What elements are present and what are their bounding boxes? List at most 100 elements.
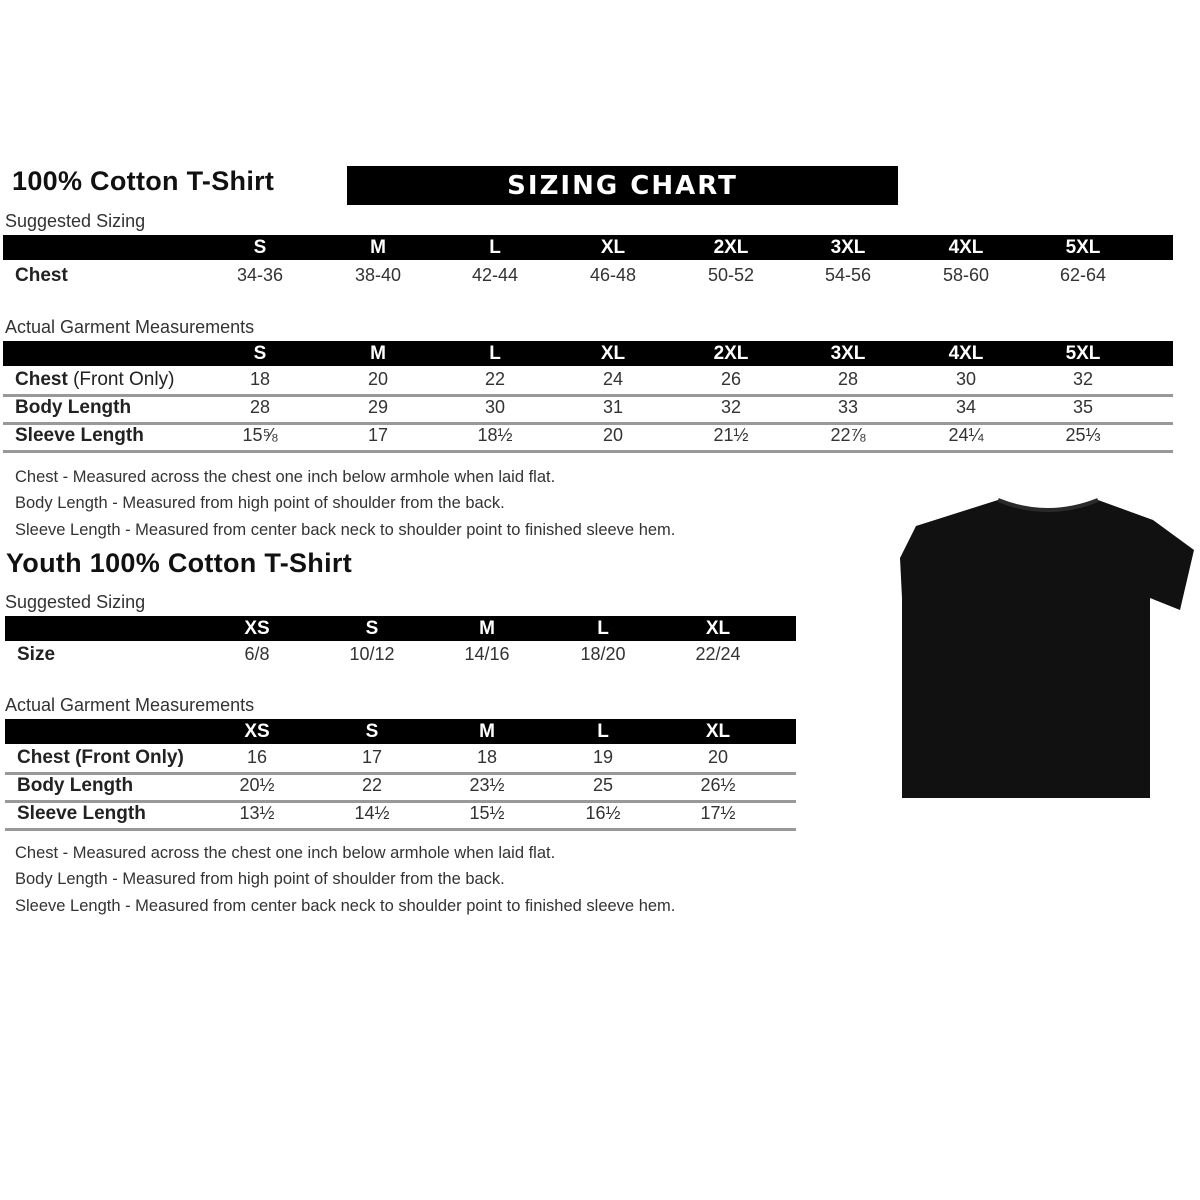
table-cell: 58-60 (942, 265, 990, 285)
adult-note-chest: Chest - Measured across the chest one in… (15, 468, 556, 486)
table-cell: 20½ (239, 775, 275, 795)
row-label-text: Chest (15, 265, 68, 286)
tshirt-icon (900, 498, 1194, 798)
table-row: Chest (Front Only) 18 20 22 24 26 28 30 32 (3, 366, 1173, 397)
row-label-text: Chest (15, 369, 68, 390)
table-cell: 30 (955, 369, 977, 389)
row-label-text: Sleeve Length (15, 425, 144, 446)
table-cell: 62-64 (1059, 265, 1107, 285)
table-cell: 30 (484, 397, 506, 417)
size-header-2xl: 2XL (713, 343, 749, 364)
tshirt-body (900, 500, 1194, 798)
size-header-4xl: 4XL (948, 237, 984, 258)
table-cell: 18½ (477, 425, 513, 445)
table-cell: 6/8 (244, 644, 270, 664)
row-label: Body Length (15, 397, 131, 419)
table-row: Sleeve Length 13½ 14½ 15½ 16½ 17½ (5, 800, 796, 831)
row-label: Chest (Front Only) (17, 747, 184, 769)
youth-suggested-header: XS S M L XL (5, 616, 796, 641)
table-cell: 32 (720, 397, 742, 417)
table-cell: 10/12 (349, 644, 395, 664)
size-header-s: S (365, 618, 379, 639)
table-cell: 42-44 (471, 265, 519, 285)
size-header-3xl: 3XL (830, 237, 866, 258)
table-cell: 17½ (700, 803, 736, 823)
size-header-xs: XS (244, 618, 270, 639)
size-header-m: M (479, 721, 495, 742)
table-cell: 54-56 (824, 265, 872, 285)
table-cell: 38-40 (354, 265, 402, 285)
size-header-xl: XL (600, 343, 626, 364)
table-cell: 26½ (700, 775, 736, 795)
size-header-xs: XS (244, 721, 270, 742)
youth-note-body: Body Length - Measured from high point o… (15, 870, 505, 888)
size-header-s: S (253, 343, 267, 364)
youth-suggested-label: Suggested Sizing (5, 592, 146, 612)
adult-actual-header: S M L XL 2XL 3XL 4XL 5XL (3, 341, 1173, 366)
table-row: Body Length 28 29 30 31 32 33 34 35 (3, 394, 1173, 425)
size-header-4xl: 4XL (948, 343, 984, 364)
table-cell: 35 (1072, 397, 1094, 417)
size-header-xl: XL (600, 237, 626, 258)
table-cell: 29 (367, 397, 389, 417)
table-cell: 25⅓ (1065, 425, 1101, 445)
table-cell: 13½ (239, 803, 275, 823)
table-cell: 26 (720, 369, 742, 389)
row-label: Size (17, 644, 55, 666)
size-header-l: L (597, 721, 609, 742)
table-cell: 17 (361, 747, 383, 767)
table-cell: 34-36 (236, 265, 284, 285)
size-header-m: M (370, 343, 386, 364)
size-header-5xl: 5XL (1065, 343, 1101, 364)
table-cell: 18/20 (580, 644, 626, 664)
table-cell: 21½ (713, 425, 749, 445)
size-header-2xl: 2XL (713, 237, 749, 258)
row-label-text: Chest (Front Only) (17, 747, 184, 768)
table-cell: 20 (707, 747, 729, 767)
row-label-text: Sleeve Length (17, 803, 146, 824)
size-header-s: S (365, 721, 379, 742)
size-header-m: M (479, 618, 495, 639)
adult-title: 100% Cotton T-Shirt (12, 166, 275, 196)
table-cell: 16 (246, 747, 268, 767)
table-cell: 20 (367, 369, 389, 389)
table-row: Chest (Front Only) 16 17 18 19 20 (5, 744, 796, 775)
size-header-s: S (253, 237, 267, 258)
adult-actual-label: Actual Garment Measurements (5, 317, 255, 337)
table-cell: 20 (602, 425, 624, 445)
table-row: Chest 34-36 38-40 42-44 46-48 50-52 54-56 58-60… (3, 262, 1173, 290)
row-label: Body Length (17, 775, 133, 797)
table-cell: 50-52 (707, 265, 755, 285)
size-header-l: L (597, 618, 609, 639)
table-cell: 19 (592, 747, 614, 767)
adult-suggested-label: Suggested Sizing (5, 211, 146, 231)
adult-note-body: Body Length - Measured from high point o… (15, 494, 505, 512)
table-cell: 14/16 (464, 644, 510, 664)
table-cell: 15½ (469, 803, 505, 823)
row-label: Chest (Front Only) (15, 369, 174, 391)
table-cell: 22 (484, 369, 506, 389)
table-cell: 25 (592, 775, 614, 795)
size-header-5xl: 5XL (1065, 237, 1101, 258)
row-label-text: Size (17, 644, 56, 665)
table-cell: 33 (837, 397, 859, 417)
size-header-l: L (489, 343, 501, 364)
table-cell: 22/24 (695, 644, 741, 664)
size-header-3xl: 3XL (830, 343, 866, 364)
table-cell: 14½ (354, 803, 390, 823)
youth-title: Youth 100% Cotton T-Shirt (6, 548, 352, 578)
youth-actual-label: Actual Garment Measurements (5, 695, 255, 715)
youth-note-chest: Chest - Measured across the chest one in… (15, 844, 556, 862)
table-cell: 24 (602, 369, 624, 389)
sizing-chart-banner: SIZING CHART (347, 166, 898, 205)
table-cell: 22⅞ (830, 425, 866, 445)
table-row: Sleeve Length 15⅝ 17 18½ 20 21½ 22⅞ 24¼ 25⅓ (3, 422, 1173, 453)
table-cell: 17 (367, 425, 389, 445)
table-row: Size 6/8 10/12 14/16 18/20 22/24 (5, 641, 796, 669)
row-label: Sleeve Length (17, 803, 146, 825)
table-cell: 16½ (585, 803, 621, 823)
youth-note-sleeve: Sleeve Length - Measured from center bac… (15, 897, 676, 915)
table-cell: 22 (361, 775, 383, 795)
row-label: Sleeve Length (15, 425, 144, 447)
adult-suggested-header: S M L XL 2XL 3XL 4XL 5XL (3, 235, 1173, 260)
